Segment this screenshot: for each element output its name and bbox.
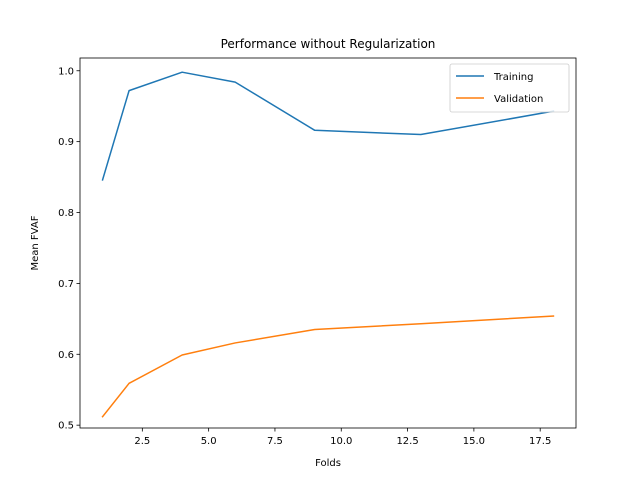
y-axis-ticks: 0.5 0.6 0.7 0.8 0.9 1.0 <box>58 66 80 432</box>
x-axis-label: Folds <box>315 458 341 469</box>
x-tick-label: 12.5 <box>396 436 418 447</box>
legend-label-validation: Validation <box>494 94 543 105</box>
y-axis-label: Mean FVAF <box>30 215 41 270</box>
series-line-training <box>101 71 555 181</box>
x-tick-label: 10.0 <box>330 436 352 447</box>
y-tick-label: 1.0 <box>58 66 74 77</box>
y-tick-label: 0.9 <box>58 137 74 148</box>
series-line-validation <box>101 315 555 418</box>
chart-title: Performance without Regularization <box>221 37 436 51</box>
x-tick-label: 15.0 <box>463 436 485 447</box>
series-layer <box>101 71 555 418</box>
axes-frame <box>79 57 577 429</box>
x-tick-label: 7.5 <box>267 436 283 447</box>
legend-label-training: Training <box>493 72 533 83</box>
y-tick-label: 0.6 <box>58 350 74 361</box>
x-tick-label: 2.5 <box>134 436 150 447</box>
y-tick-label: 0.7 <box>58 279 74 290</box>
axes-background <box>80 58 576 428</box>
plot-area: 2.5 5.0 7.5 10.0 12.5 15.0 17.5 0.50.60.70.80.… <box>58 57 577 447</box>
x-tick-label: 17.5 <box>529 436 551 447</box>
y-tick-label: 0.5 <box>58 421 74 432</box>
x-axis-ticks: 2.5 5.0 7.5 10.0 12.5 15.0 17.5 <box>134 428 551 447</box>
x-tick-label: 5.0 <box>201 436 217 447</box>
y-tick-label: 0.8 <box>58 208 74 219</box>
legend: Training Validation <box>449 63 570 113</box>
